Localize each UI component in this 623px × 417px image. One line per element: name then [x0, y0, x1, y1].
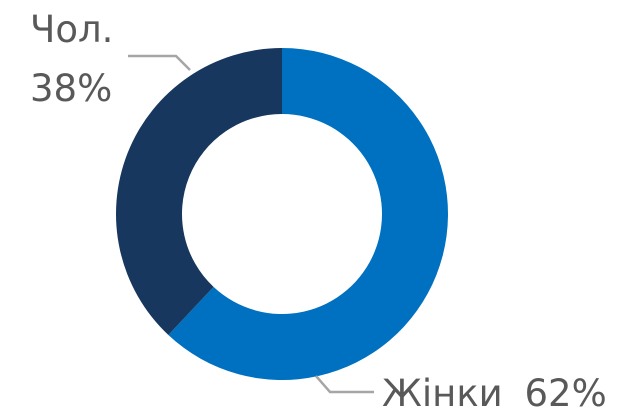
leader-line-female [315, 375, 374, 394]
donut-slice-male [116, 48, 282, 336]
slice-label-female: Жінки 62% [382, 372, 607, 415]
slice-label-male-name: Чол. [30, 8, 113, 51]
donut-slice-female [168, 48, 449, 381]
leader-line-male [128, 54, 191, 71]
slice-label-male-value: 38% [30, 67, 112, 110]
slice-label-female-name: Жінки [382, 372, 503, 415]
donut-slices [116, 48, 449, 381]
slice-label-female-value: 62% [525, 372, 607, 415]
